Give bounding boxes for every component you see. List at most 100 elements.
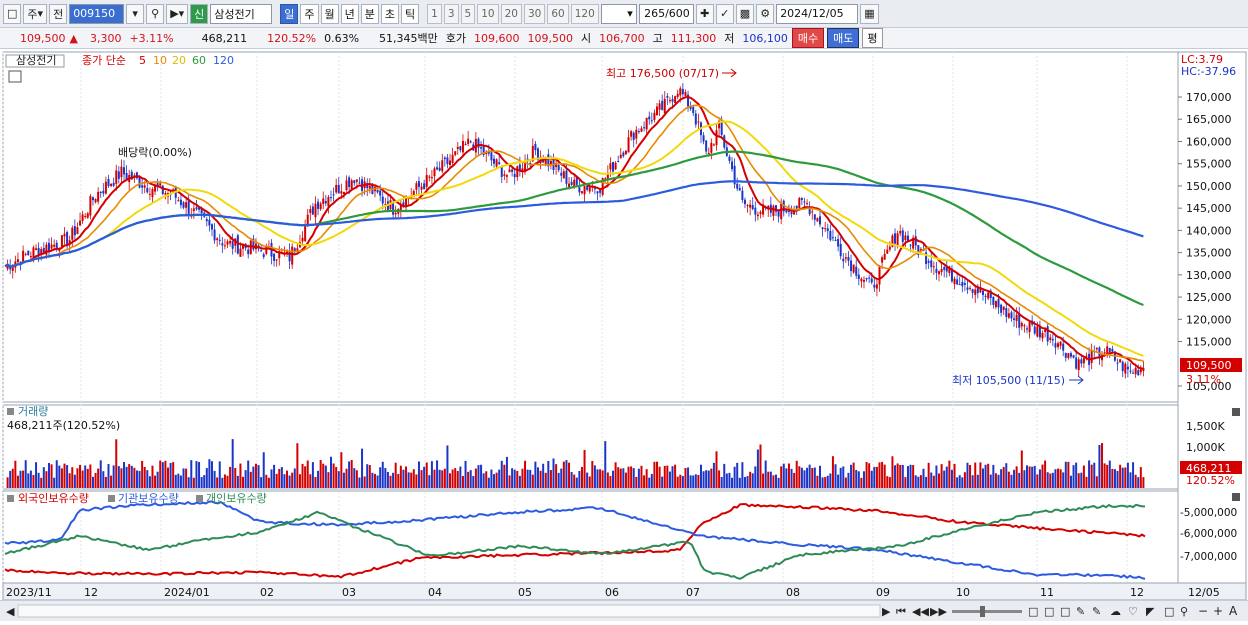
volume-bar — [521, 468, 524, 488]
scroll-right-icon[interactable]: ▶ — [882, 605, 891, 618]
volume-bar — [731, 477, 734, 488]
crosshair-icon[interactable]: ✚ — [695, 3, 714, 24]
volume-bar — [831, 456, 834, 488]
volume-bar — [1000, 469, 1003, 488]
period-tick[interactable]: 틱 — [401, 3, 420, 24]
volume-bar — [932, 475, 935, 488]
save-icon[interactable]: ▩ — [735, 3, 755, 24]
custom-interval-input[interactable]: ▾ — [600, 3, 637, 24]
interval-1[interactable]: 1 — [427, 3, 442, 24]
volume-bar — [24, 460, 27, 488]
candle-body — [741, 190, 744, 200]
volume-bar — [371, 472, 374, 488]
date-input[interactable]: 2024/12/05 — [776, 3, 859, 24]
volume-bar — [759, 444, 762, 488]
holding-toggle-icon[interactable] — [7, 495, 14, 502]
volume-bar — [37, 472, 40, 488]
zoom-handle[interactable] — [980, 606, 985, 617]
volume-bar — [1020, 450, 1023, 488]
interval-30[interactable]: 30 — [523, 3, 546, 24]
volume-bar — [780, 466, 783, 488]
interval-120[interactable]: 120 — [570, 3, 599, 24]
calendar-icon[interactable]: ▦ — [860, 3, 879, 24]
zoom-out-icon[interactable]: ⚲ — [1180, 605, 1188, 618]
volume-bar — [601, 470, 604, 488]
low-note: 최저 105,500 (11/15) — [952, 374, 1065, 387]
code-dropdown-icon[interactable]: ▾ — [126, 3, 145, 24]
candle-body — [89, 196, 92, 216]
volume-close-icon[interactable] — [1232, 408, 1240, 416]
draw-icon[interactable]: ✓ — [715, 3, 734, 24]
candle-body — [743, 199, 746, 205]
eval-button[interactable]: 평 — [862, 28, 883, 48]
interval-20[interactable]: 20 — [500, 3, 522, 24]
chart-area[interactable]: 삼성전기 종가 단순 5 10 20 60 120 LC:3.79 HC:-37… — [0, 50, 1248, 601]
minus-icon[interactable]: − — [1198, 604, 1208, 618]
table-icon[interactable] — [8, 70, 22, 83]
tool-icon-4[interactable]: ♡ — [1128, 605, 1138, 618]
next-page-icon[interactable]: ▶▶ — [930, 605, 947, 618]
scroll-bar[interactable]: ◀ ▶ ⏮ ◀◀ ▶▶ □ □ □ ✎ ✎ ☁ ♡ ◤ □ ⚲ − + A — [0, 600, 1248, 621]
tool-icon-6[interactable]: □ — [1164, 605, 1174, 618]
volume-bar — [229, 466, 232, 488]
volume-bar — [141, 460, 144, 488]
tool-icon-2[interactable]: ✎ — [1092, 605, 1101, 618]
period-second[interactable]: 초 — [380, 3, 400, 24]
sell-button[interactable]: 매도 — [827, 28, 860, 48]
count-input[interactable]: 265/600 — [638, 3, 694, 24]
buy-button[interactable]: 매수 — [791, 28, 825, 48]
tool-icon-3[interactable]: ☁ — [1110, 605, 1121, 618]
period-month[interactable]: 월 — [320, 3, 339, 24]
tool-icon-5[interactable]: ◤ — [1146, 605, 1155, 618]
stock-code-input[interactable]: 009150 — [69, 3, 125, 24]
speaker-icon[interactable]: ▶▾ — [166, 3, 189, 24]
interval-10[interactable]: 10 — [477, 3, 499, 24]
candle-body — [35, 248, 38, 251]
interval-5[interactable]: 5 — [460, 3, 476, 24]
scroll-track[interactable] — [17, 604, 881, 618]
tool-icon-1[interactable]: ✎ — [1076, 605, 1085, 618]
period-week[interactable]: 주 — [300, 3, 319, 24]
chart-svg[interactable]: 삼성전기 종가 단순 5 10 20 60 120 LC:3.79 HC:-37… — [0, 50, 1248, 601]
scroll-left-icon[interactable]: ◀ — [6, 605, 15, 618]
volume-bar — [1098, 444, 1101, 488]
plus-icon[interactable]: + — [1213, 604, 1223, 618]
zoom-icon-2[interactable]: □ — [1044, 605, 1054, 618]
volume-bar — [278, 468, 281, 488]
holding-close-icon[interactable] — [1232, 493, 1240, 501]
volume-bar — [208, 459, 211, 488]
volume-bar — [1038, 469, 1041, 488]
period-minute[interactable]: 분 — [360, 3, 379, 24]
candle-body — [612, 161, 615, 172]
interval-60[interactable]: 60 — [547, 3, 569, 24]
volume-bar — [699, 464, 702, 488]
volume-bar — [1134, 474, 1137, 488]
gear-icon[interactable]: ⚙ — [756, 3, 775, 24]
legend-institution: 기관보유수량 — [118, 492, 179, 505]
volume-bar — [653, 461, 656, 488]
zoom-icon-3[interactable]: □ — [1060, 605, 1070, 618]
zoom-icon-1[interactable]: □ — [1028, 605, 1038, 618]
period-day[interactable]: 일 — [280, 3, 299, 24]
candle-body — [790, 211, 793, 215]
interval-3[interactable]: 3 — [443, 3, 459, 24]
candle-body — [982, 290, 984, 296]
type-dropdown[interactable]: 주 ▾ — [23, 3, 48, 24]
search-icon[interactable]: ⚲ — [146, 3, 165, 24]
first-icon[interactable]: ⏮ — [896, 605, 906, 618]
prev-page-icon[interactable]: ◀◀ — [912, 605, 929, 618]
font-icon[interactable]: A — [1229, 604, 1238, 618]
candle-body — [521, 168, 524, 172]
candle-body — [350, 180, 353, 190]
candle-body — [875, 284, 878, 289]
candle-body — [97, 191, 100, 202]
panel-tag-box[interactable] — [5, 54, 65, 68]
panel-toggle-icon[interactable] — [7, 408, 14, 415]
window-icon[interactable]: □ — [3, 3, 22, 24]
scroll-controls[interactable]: ◀ ▶ ⏮ ◀◀ ▶▶ □ □ □ ✎ ✎ ☁ ♡ ◤ □ ⚲ − + A — [0, 601, 1248, 622]
vol-last-pct: 120.52% — [1186, 474, 1235, 487]
candle-body — [534, 143, 537, 151]
period-year[interactable]: 년 — [340, 3, 359, 24]
zoom-slider[interactable] — [952, 610, 1022, 613]
prev-button[interactable]: 전 — [49, 3, 68, 24]
